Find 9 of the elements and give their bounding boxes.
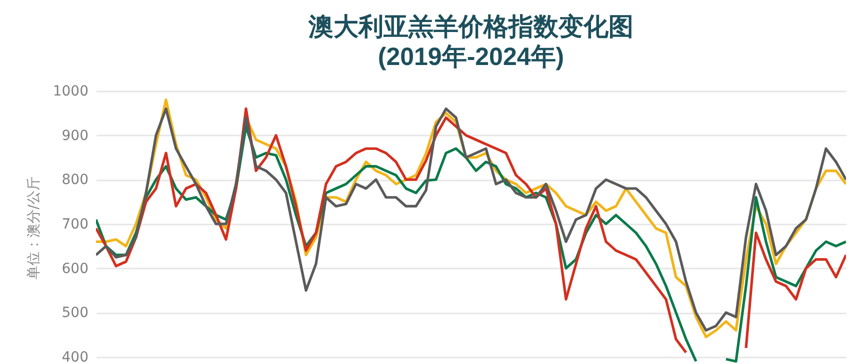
y-tick-label: 800 bbox=[62, 172, 88, 188]
y-tick-label: 900 bbox=[62, 128, 88, 144]
y-tick-label: 600 bbox=[62, 260, 88, 277]
y-tick-label: 400 bbox=[62, 349, 88, 364]
y-tick-label: 700 bbox=[62, 216, 88, 232]
y-axis-title: 单位：澳分/公斤 bbox=[26, 176, 42, 280]
y-tick-label: 1000 bbox=[52, 84, 88, 100]
chart-title: 澳大利亚羔羊价格指数变化图 (2019年-2024年) bbox=[308, 13, 634, 71]
y-tick-label: 500 bbox=[62, 305, 88, 322]
